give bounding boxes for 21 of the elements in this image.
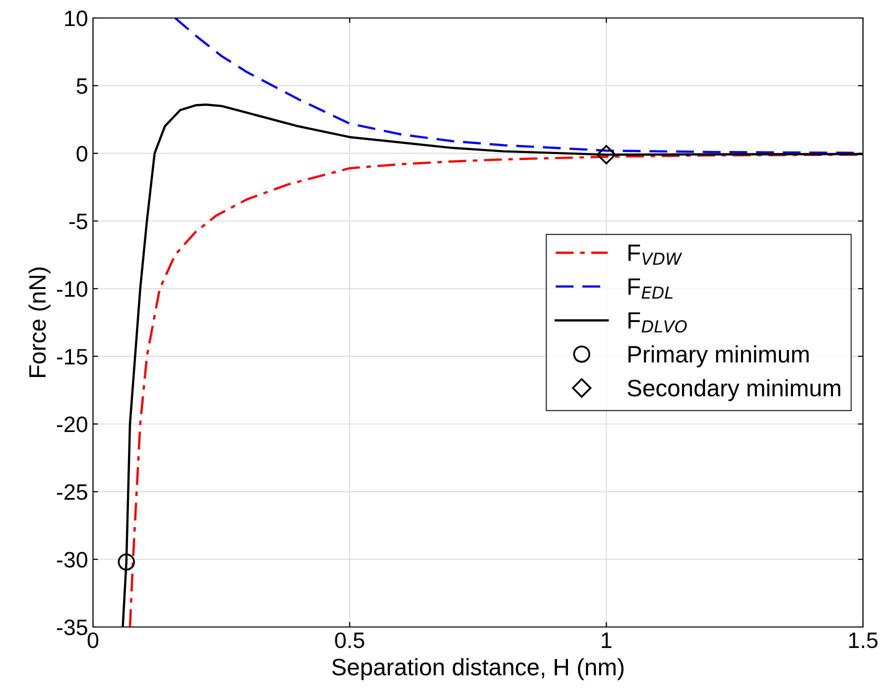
x-tick-label: 1.5 bbox=[849, 632, 878, 648]
legend-label: F$_{VDW}$ bbox=[628, 244, 682, 265]
x-tick-label: 1 bbox=[602, 632, 612, 648]
y-tick-label: -5 bbox=[69, 214, 88, 230]
y-tick-label: -20 bbox=[57, 416, 88, 432]
y-tick-label: 5 bbox=[76, 78, 88, 94]
y-tick-label: -25 bbox=[57, 484, 88, 500]
x-tick-label: 0 bbox=[88, 632, 98, 648]
y-tick-label: -15 bbox=[57, 349, 88, 365]
y-tick-label: -10 bbox=[57, 281, 88, 297]
y-tick-label: 0 bbox=[76, 146, 88, 162]
legend-label: F$_{DLVO}$ bbox=[628, 312, 687, 333]
y-tick-label: -35 bbox=[57, 620, 88, 636]
legend-label: Secondary minimum bbox=[628, 379, 840, 402]
legend-label: F$_{EDL}$ bbox=[628, 278, 673, 299]
y-tick-label: -30 bbox=[57, 552, 88, 568]
x-tick-label: 0.5 bbox=[335, 632, 364, 648]
y-tick-label: 10 bbox=[65, 10, 88, 26]
y-axis-title: Force (nN) bbox=[28, 268, 50, 377]
x-axis-title: Separation distance, H (nm) bbox=[332, 658, 624, 680]
legend-label: Primary minimum bbox=[628, 345, 809, 368]
